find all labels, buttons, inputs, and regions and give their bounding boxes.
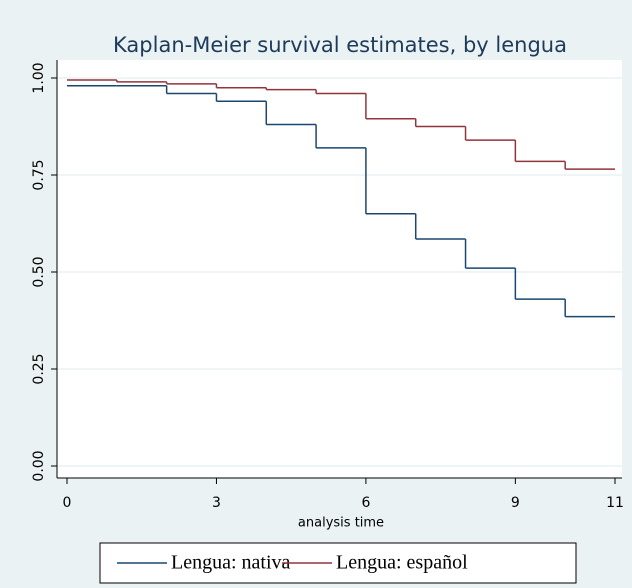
y-tick-label: 0.25: [31, 353, 47, 384]
plot-area: [57, 60, 622, 478]
x-tick-label: 6: [361, 495, 370, 511]
chart-title: Kaplan-Meier survival estimates, by leng…: [113, 33, 567, 57]
x-axis-label: analysis time: [298, 516, 384, 531]
x-tick-label: 11: [606, 495, 624, 511]
legend-label: Lengua: nativa: [171, 552, 291, 574]
legend: [99, 542, 577, 584]
x-tick-label: 3: [212, 495, 221, 511]
legend-label: Lengua: español: [336, 552, 468, 574]
x-tick-label: 9: [511, 495, 520, 511]
y-tick-label: 0.50: [31, 256, 47, 287]
y-tick-label: 1.00: [31, 62, 47, 93]
y-tick-label: 0.00: [31, 450, 47, 481]
y-tick-label: 0.75: [31, 159, 47, 190]
x-tick-label: 0: [63, 495, 72, 511]
